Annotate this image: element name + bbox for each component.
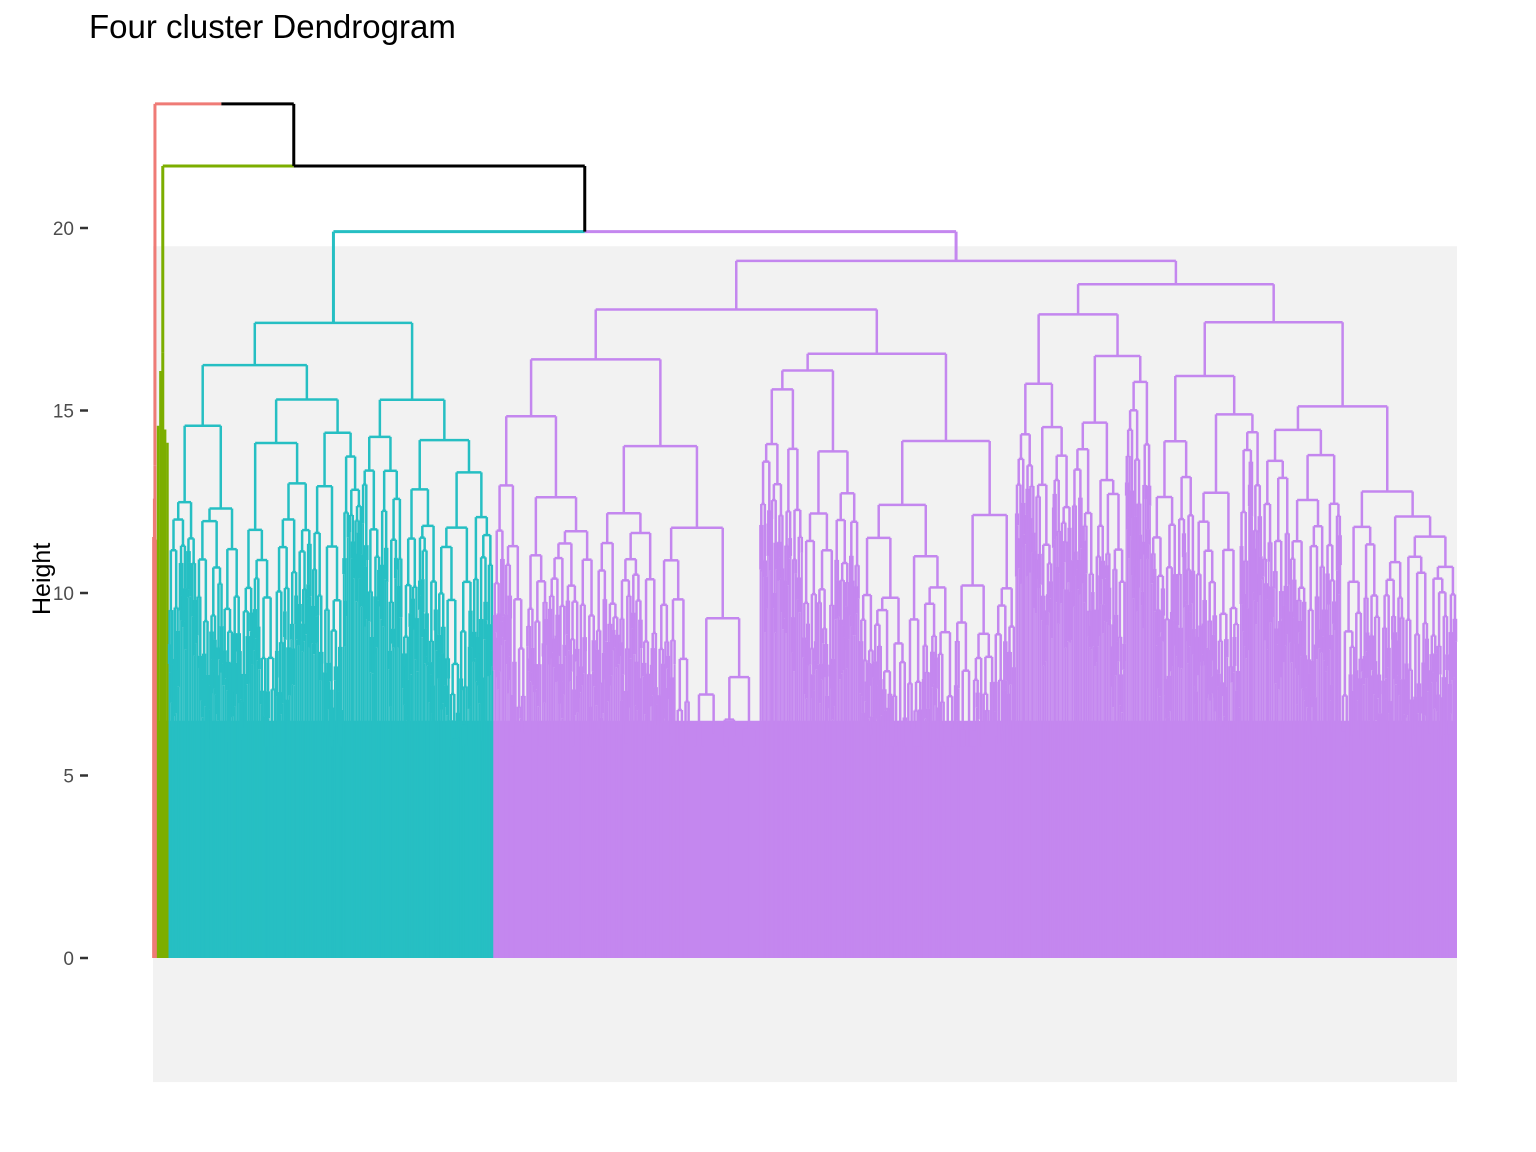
y-tick-label: 0	[63, 949, 74, 970]
dendrogram-branches	[152, 102, 1458, 958]
y-tick-label: 10	[53, 584, 74, 605]
y-axis-ticks: 0 5 10 15 20	[53, 219, 88, 970]
chart-title: Four cluster Dendrogram	[89, 8, 456, 45]
y-tick-label: 20	[53, 219, 74, 240]
y-tick-label: 15	[53, 402, 74, 423]
y-tick-label: 5	[63, 767, 74, 788]
